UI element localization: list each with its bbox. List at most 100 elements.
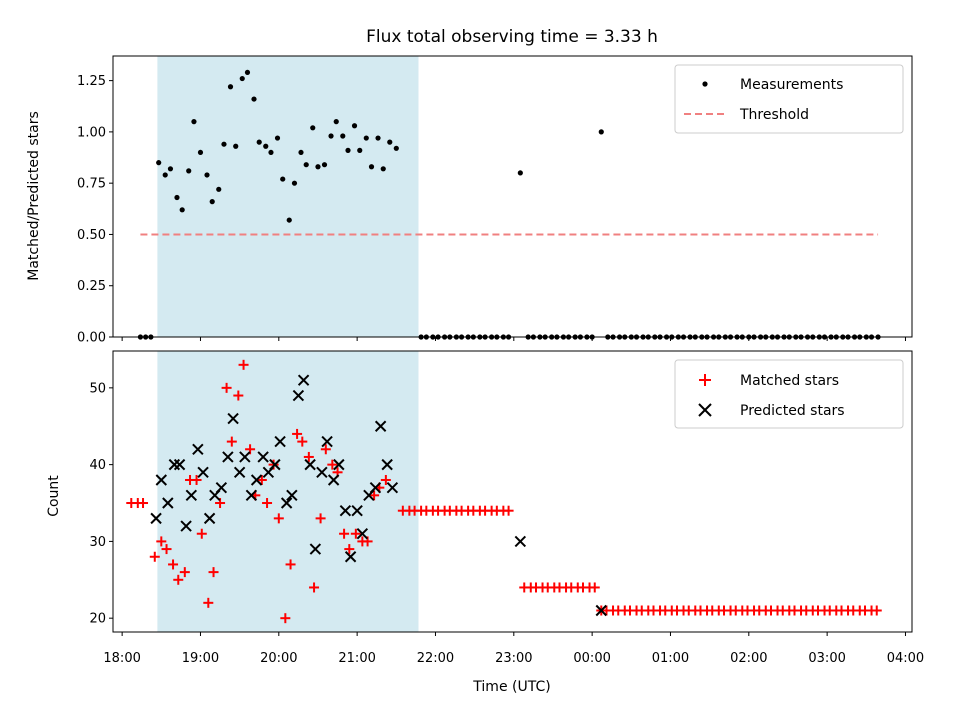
matched-star-point xyxy=(327,459,338,470)
matched-star-point xyxy=(196,528,207,539)
predicted-star-point xyxy=(297,374,310,386)
predicted-star-point xyxy=(344,551,357,563)
predicted-star-point xyxy=(233,466,246,479)
x-tick-label: 00:00 xyxy=(573,651,610,666)
measurement-point xyxy=(268,149,274,156)
y-tick-label: 0.75 xyxy=(77,177,106,192)
measurement-point xyxy=(303,162,309,168)
measurement-point xyxy=(204,172,210,178)
predicted-star-point xyxy=(333,458,345,471)
measurement-point xyxy=(351,123,358,129)
bottom-y-axis-label: Count xyxy=(46,475,62,517)
predicted-star-point xyxy=(309,543,322,555)
predicted-star-point xyxy=(150,512,162,525)
measurement-point xyxy=(167,166,174,172)
x-tick-label: 02:00 xyxy=(730,651,767,666)
y-tick-label: 0.00 xyxy=(77,331,106,346)
x-tick-label: 20:00 xyxy=(260,651,297,666)
top-observing-window xyxy=(157,56,419,337)
measurement-point xyxy=(244,69,251,76)
y-tick-label: 0.50 xyxy=(77,228,106,243)
axes-frame xyxy=(112,55,913,338)
matched-star-point xyxy=(292,428,303,439)
bottom-legend-box xyxy=(674,359,904,429)
matched-star-point xyxy=(256,474,267,485)
matched-star-point xyxy=(179,567,190,578)
measurement-point xyxy=(315,164,321,170)
bottom-panel: Count Time (UTC) 20 30 40 50 18:00 19:00 20:00… xyxy=(46,350,924,695)
predicted-star-point xyxy=(245,489,258,502)
y-tick-label: 30 xyxy=(89,535,106,550)
x-axis-label: Time (UTC) xyxy=(472,679,550,695)
measurement-point xyxy=(221,141,227,147)
predicted-star-point xyxy=(180,520,192,532)
legend-threshold-label: Threshold xyxy=(739,107,809,123)
matched-star-point xyxy=(149,551,160,562)
chart-title: Flux total observing time = 3.33 h xyxy=(366,27,658,47)
measurement-point xyxy=(321,162,328,168)
predicted-star-point xyxy=(173,458,186,471)
predicted-star-point xyxy=(250,474,263,486)
matched-star-point xyxy=(262,498,273,509)
matched-star-point xyxy=(350,528,361,539)
measurement-point xyxy=(368,164,375,170)
predicted-star-point xyxy=(386,481,399,494)
measurement-point xyxy=(363,135,369,141)
measurement-point xyxy=(256,139,262,145)
measurement-point xyxy=(197,149,204,156)
measurement-point xyxy=(251,96,257,102)
predicted-star-point xyxy=(369,481,382,494)
legend-measurements-label: Measurements xyxy=(740,77,843,93)
measurement-point xyxy=(239,75,245,82)
y-tick-label: 50 xyxy=(89,381,106,396)
top-y-axis-label: Matched/Predicted stars xyxy=(26,111,42,281)
top-axes: 0.00 0.25 0.50 0.75 1.00 1.25 xyxy=(77,55,913,346)
measurement-point xyxy=(191,119,197,125)
matched-star-point xyxy=(303,451,314,462)
predicted-star-point xyxy=(192,443,204,455)
matched-star-point xyxy=(273,513,284,524)
matched-star-point xyxy=(503,505,514,516)
predicted-star-point xyxy=(239,451,251,463)
predicted-star-point xyxy=(339,504,352,517)
measurement-point xyxy=(298,149,304,156)
measurement-point xyxy=(280,176,286,182)
predicted-star-point xyxy=(321,435,333,448)
matched-star-point xyxy=(191,474,202,485)
measurement-point xyxy=(345,147,351,153)
top-panel: Flux total observing time = 3.33 h Match… xyxy=(26,27,913,346)
measurement-point xyxy=(179,207,185,213)
measurement-point xyxy=(216,186,222,192)
x-tick-label: 04:00 xyxy=(887,651,924,666)
predicted-star-point xyxy=(304,458,316,471)
matched-star-point xyxy=(871,605,882,616)
bottom-axes: 20 30 40 50 18:00 19:00 20:00 21:00 22:00 23:00 00… xyxy=(89,350,924,666)
x-tick-label: 22:00 xyxy=(417,651,454,666)
predicted-star-point xyxy=(374,420,387,432)
measurement-point xyxy=(328,133,334,139)
measurement-point xyxy=(209,199,215,205)
matched-star-point xyxy=(320,444,331,455)
measurement-point xyxy=(387,139,393,145)
measurement-point xyxy=(162,172,168,178)
measurement-point xyxy=(174,194,180,201)
predicted-star-point xyxy=(274,435,286,448)
measurement-point xyxy=(393,145,399,151)
predicted-star-point xyxy=(356,528,369,540)
matched-star-point xyxy=(344,544,355,555)
predicted-star-point xyxy=(327,474,340,486)
predicted-star-point xyxy=(286,489,298,502)
bottom-plot-area xyxy=(126,359,882,624)
predicted-star-point xyxy=(292,389,305,402)
matched-star-point xyxy=(339,528,350,539)
predicted-star-point xyxy=(514,535,527,548)
y-tick-label: 0.25 xyxy=(77,279,106,294)
measurement-point xyxy=(375,135,381,141)
predicted-star-point xyxy=(316,466,328,479)
predicted-star-point xyxy=(168,458,181,471)
predicted-star-point xyxy=(162,497,174,509)
x-tick-label: 03:00 xyxy=(808,651,845,666)
matched-star-point xyxy=(221,382,232,393)
measurement-point xyxy=(186,168,192,174)
predicted-star-point xyxy=(269,458,281,471)
